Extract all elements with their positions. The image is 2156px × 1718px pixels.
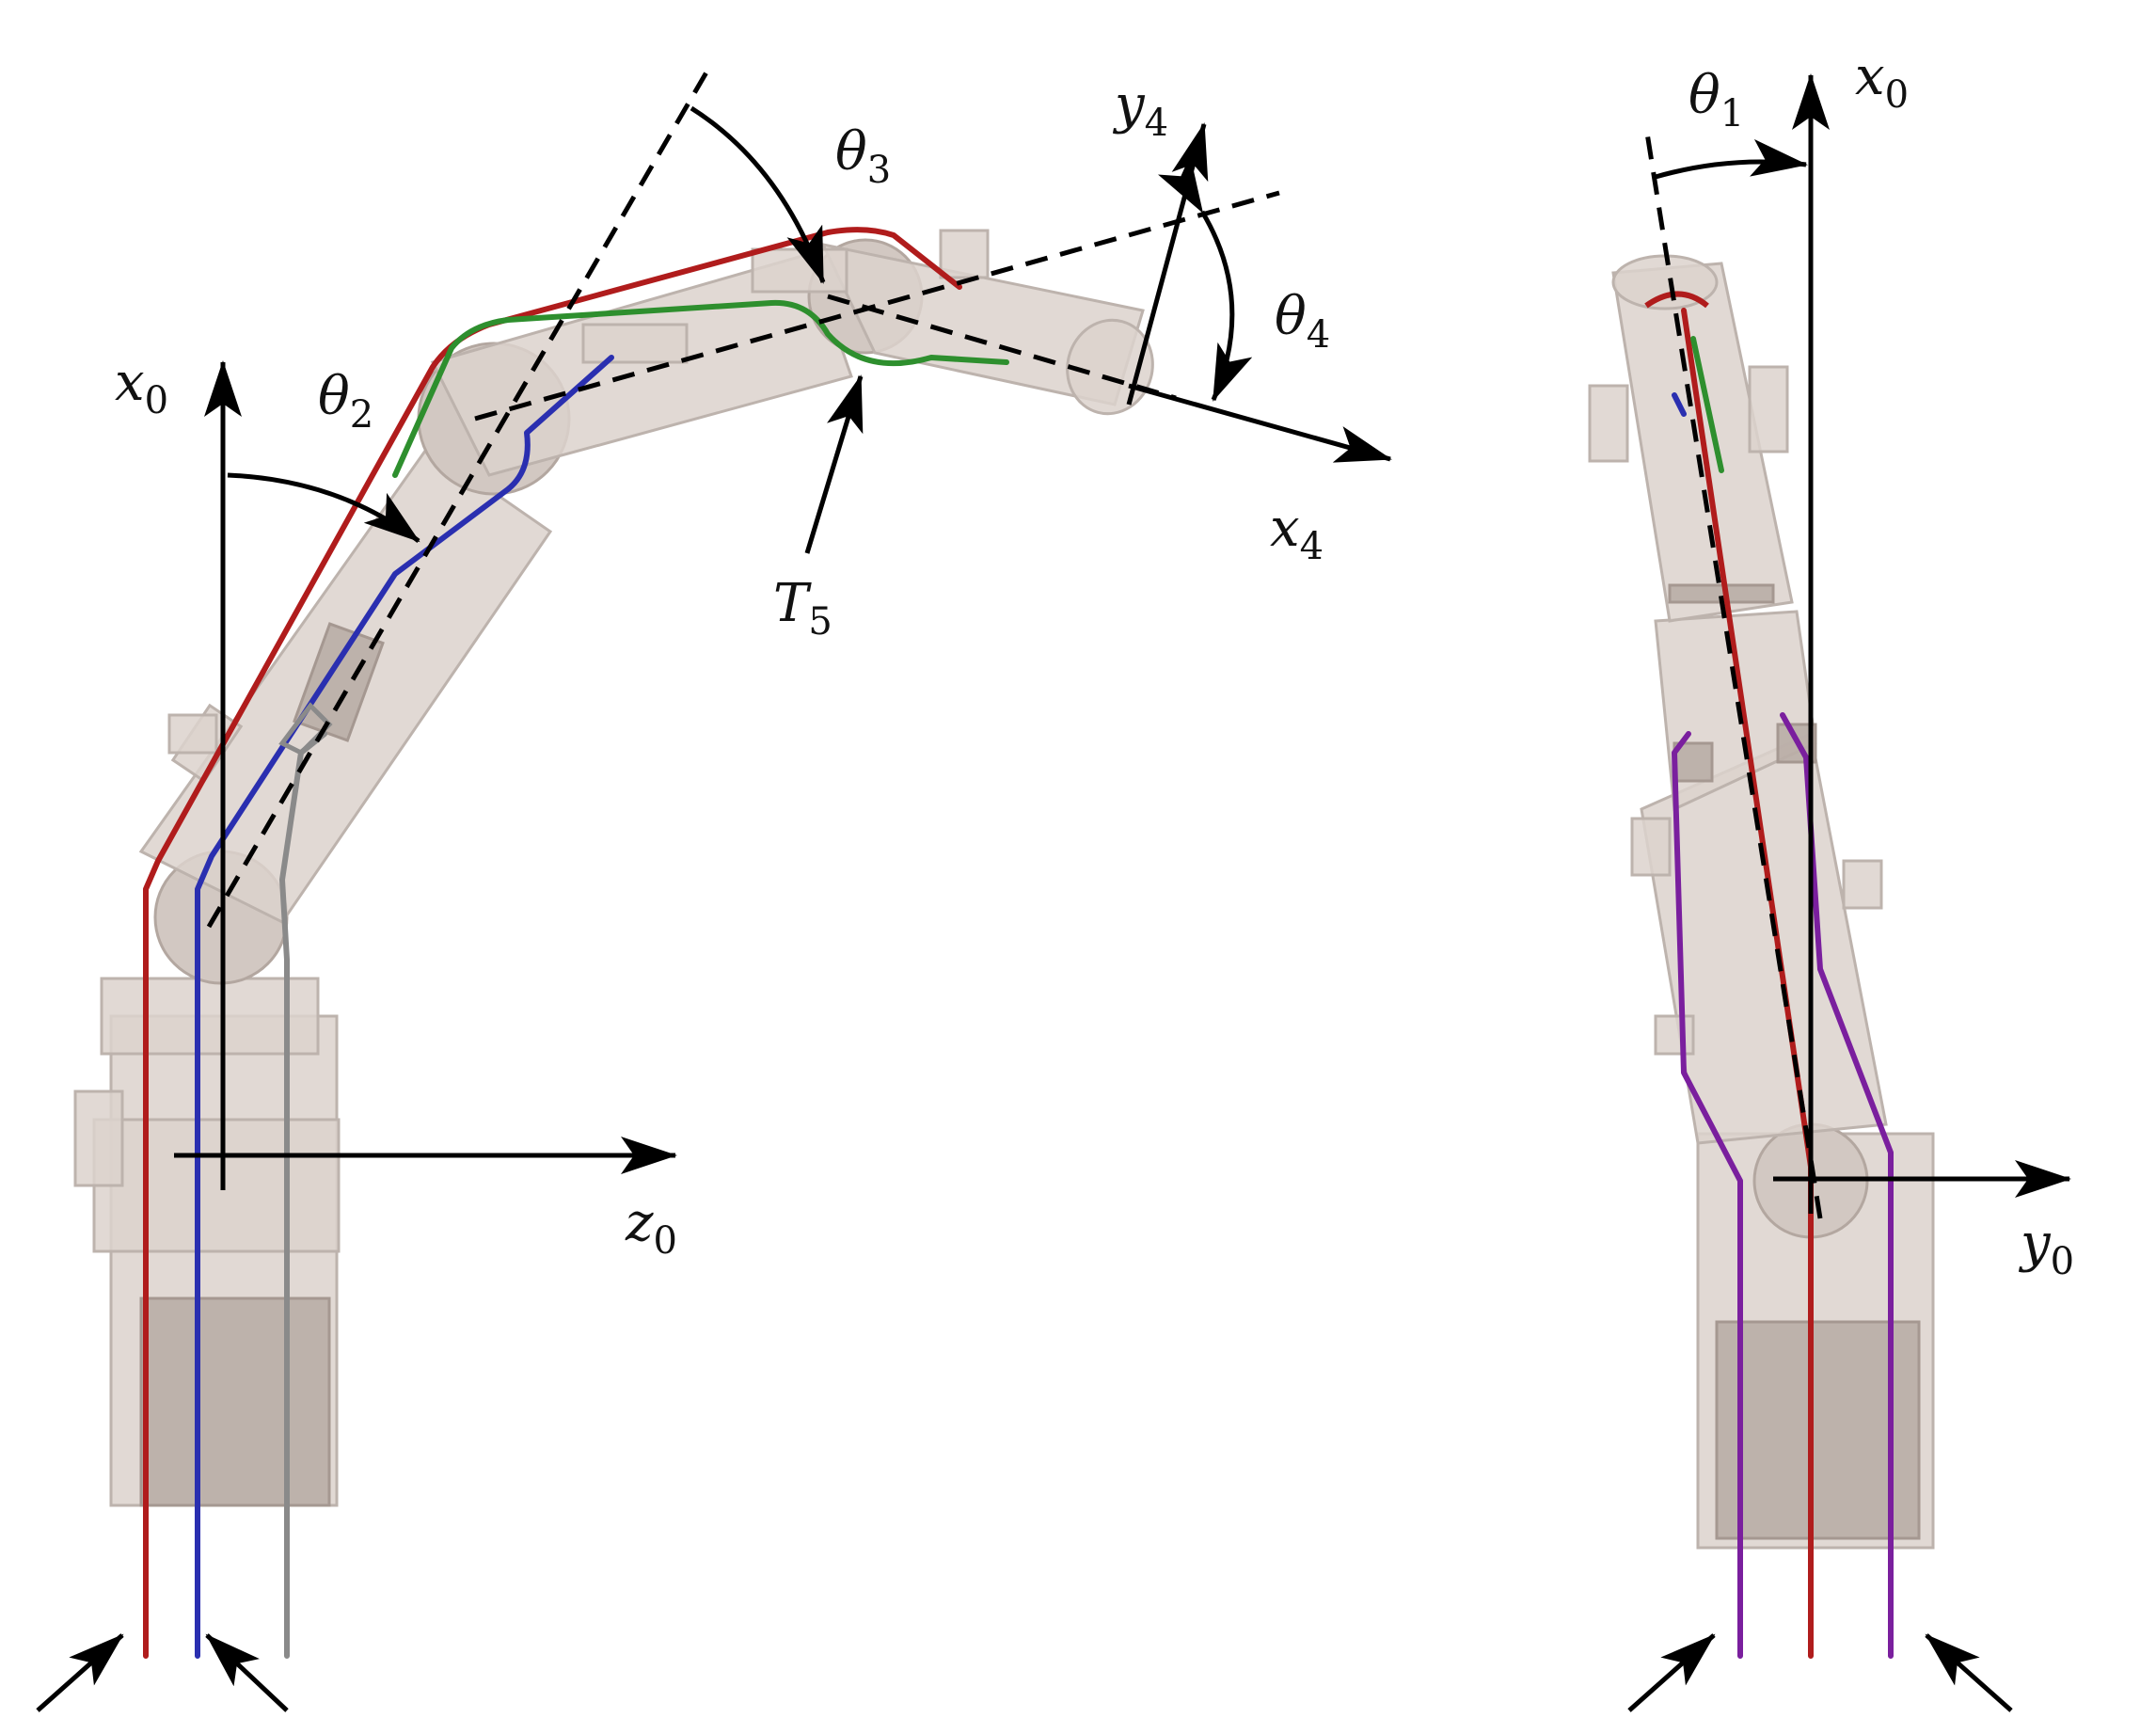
right-theta1-label: θ1 <box>1688 65 1744 135</box>
left-finger-body <box>73 229 1154 1507</box>
left-theta2-arc <box>227 472 420 543</box>
left-t5-pointer-arrow <box>804 374 864 554</box>
right-input-arrow-right <box>1925 1633 2013 1712</box>
right-y0-label: y0 <box>2018 1213 2074 1283</box>
left-theta4-label: θ4 <box>1275 286 1330 357</box>
left-link-line-3 <box>827 294 1177 401</box>
left-view: x0 z0 θ2 θ3 θ4 y4 x4 T5 <box>36 64 1392 1712</box>
left-theta4-arc <box>1158 154 1253 402</box>
right-tendon-purple-left <box>1672 731 1743 1659</box>
left-link-line-1 <box>206 64 713 929</box>
left-theta3-arc <box>690 105 826 284</box>
right-red-loop <box>1644 291 1709 309</box>
left-input-arrow-left <box>36 1633 124 1712</box>
left-theta3-label: θ3 <box>835 121 891 192</box>
right-tendon-green <box>1690 336 1724 473</box>
right-x0-label: x0 <box>1855 46 1909 117</box>
right-link-line <box>1643 126 1823 1219</box>
left-t5-label: T5 <box>773 573 832 644</box>
left-x4-label: x4 <box>1270 498 1324 568</box>
left-link-line-2 <box>474 190 1280 422</box>
left-tendon-green <box>392 299 1009 478</box>
right-tendon-purple-right <box>1780 712 1894 1659</box>
left-y4-label: y4 <box>1112 74 1168 145</box>
left-input-arrow-right <box>205 1633 289 1712</box>
right-input-arrow-left <box>1627 1633 1716 1712</box>
right-theta1-arc <box>1655 138 1808 180</box>
left-x4-axis-arrow <box>1128 383 1392 463</box>
left-x0-label: x0 <box>115 352 168 422</box>
left-theta2-label: θ2 <box>318 366 373 437</box>
left-tendon-blue <box>195 355 614 1659</box>
right-tendon-blue <box>1672 392 1687 417</box>
left-z0-label: z0 <box>625 1192 677 1263</box>
right-finger-body <box>1588 254 1935 1550</box>
right-view: θ1 x0 y0 <box>1588 46 2074 1712</box>
left-y4-axis-arrow <box>1126 122 1209 406</box>
